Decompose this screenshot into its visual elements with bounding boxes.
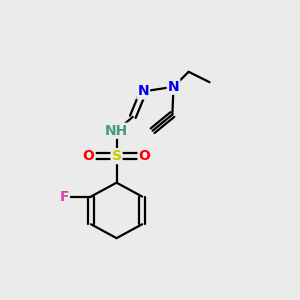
Text: O: O	[83, 149, 94, 163]
Text: O: O	[139, 149, 150, 163]
Text: N: N	[137, 84, 149, 98]
Text: NH: NH	[105, 124, 128, 138]
Text: S: S	[112, 149, 122, 163]
Text: F: F	[59, 190, 69, 203]
Text: N: N	[168, 80, 179, 94]
